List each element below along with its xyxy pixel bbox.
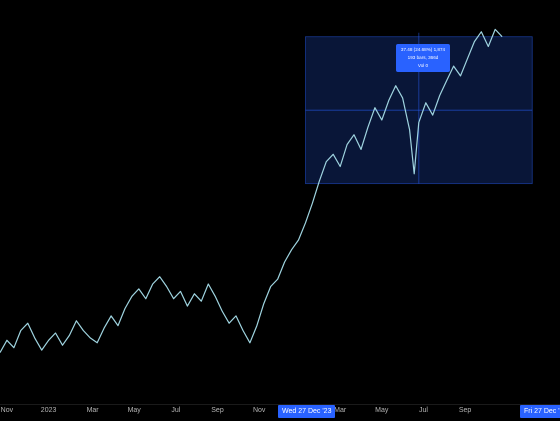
- x-tick-label: May: [127, 407, 141, 414]
- x-tick-label: Sep: [211, 407, 224, 414]
- x-tick-label: Mar: [334, 407, 347, 414]
- range-end-date-flag: Fri 27 Dec '24: [520, 405, 560, 418]
- chart-background: [0, 0, 560, 404]
- x-tick-label: Nov: [0, 407, 14, 414]
- x-tick-label: May: [375, 407, 389, 414]
- price-series-line: [0, 28, 503, 353]
- x-tick-label: Jul: [171, 407, 181, 414]
- x-tick-label: Jul: [419, 407, 428, 414]
- x-tick-label: Mar: [86, 407, 99, 414]
- measure-change-text: 37.48 (24.68%) 1,874: [400, 47, 446, 52]
- x-tick-label: Nov: [252, 407, 266, 414]
- x-tick-label: Sep: [458, 407, 472, 414]
- measure-bars-text: 193 bars, 366d: [407, 55, 439, 60]
- measure-tooltip: 37.48 (24.68%) 1,874 193 bars, 366d Vol …: [396, 44, 450, 72]
- measure-volume-text: Vol 0: [417, 63, 429, 68]
- range-start-date-flag: Wed 27 Dec '23: [278, 405, 336, 418]
- x-tick-label: 2023: [40, 407, 57, 414]
